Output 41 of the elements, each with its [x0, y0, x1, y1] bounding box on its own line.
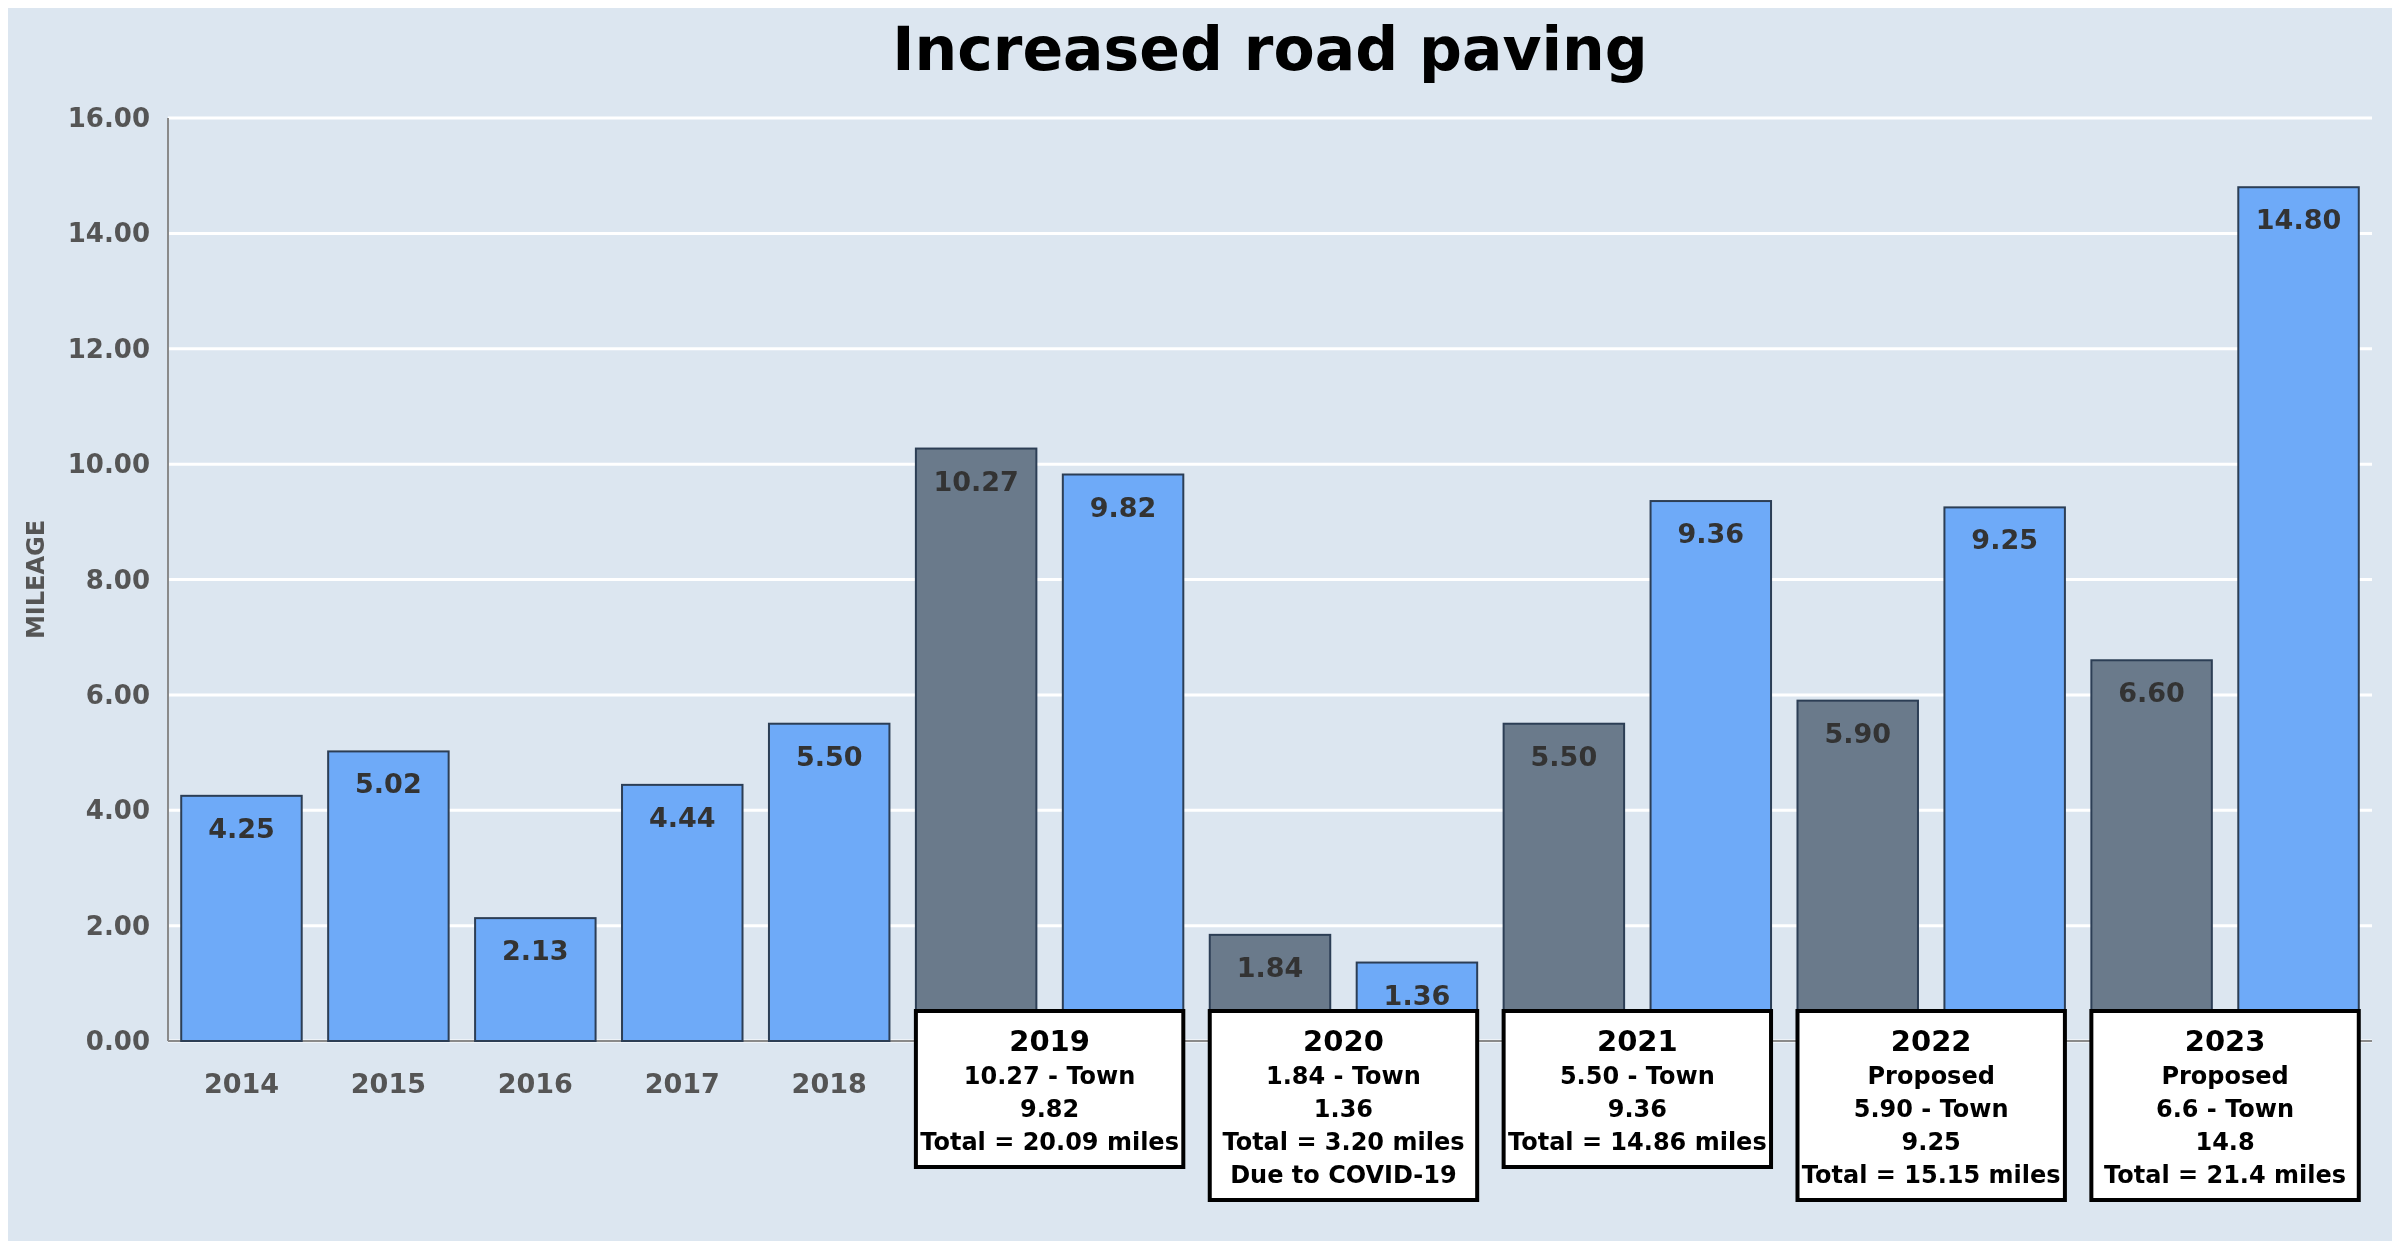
data-label: 9.82: [1089, 491, 1157, 523]
y-tick-label: 10.00: [67, 449, 150, 480]
data-label: 5.90: [1824, 717, 1892, 749]
annotation: 2023 Proposed 6.6 - Town 14.8 Total = 21.4 miles: [2104, 1024, 2347, 1189]
bar: [474, 917, 597, 1042]
x-tick-label: 2018: [791, 1068, 867, 1099]
x-tick-label: 2014: [203, 1068, 280, 1099]
y-tick-label: 8.00: [85, 564, 150, 595]
data-label: 5.02: [355, 768, 422, 800]
y-tick-label: 4.00: [85, 795, 150, 826]
data-label: 9.36: [1677, 518, 1745, 550]
data-label: 4.25: [208, 812, 275, 844]
data-label: 9.25: [1971, 524, 2038, 556]
bar: [327, 750, 450, 1042]
data-label: 2.13: [502, 935, 569, 967]
annotation: 2019 10.27 - Town 9.82 Total = 20.09 miles: [920, 1024, 1179, 1156]
x-tick-label: 2015: [350, 1068, 426, 1099]
y-tick-label: 16.00: [67, 103, 150, 133]
data-label: 5.50: [1530, 740, 1598, 772]
bar: [767, 722, 891, 1042]
y-tick-label: 14.00: [67, 218, 150, 249]
bar: [621, 783, 744, 1042]
bar: [180, 794, 303, 1042]
data-label: 10.27: [933, 465, 1019, 497]
y-tick-label: 6.00: [85, 679, 150, 710]
data-label: 4.44: [648, 801, 716, 833]
y-tick-label: 2.00: [85, 910, 150, 941]
x-tick-label: 2016: [497, 1068, 573, 1099]
data-label: 5.50: [795, 740, 863, 772]
data-label: 6.60: [2118, 677, 2185, 709]
data-label: 1.84: [1236, 951, 1304, 983]
data-label: 1.36: [1383, 979, 1451, 1011]
y-axis-title: MILEAGE: [22, 519, 50, 640]
y-tick-label: 12.00: [67, 333, 150, 364]
annotation: 2022 Proposed 5.90 - Town 9.25 Total = 15.15 miles: [1801, 1024, 2061, 1189]
annotation: 2021 5.50 - Town 9.36 Total = 14.86 miles: [1507, 1024, 1767, 1156]
chart-title: Increased road paving: [892, 14, 1648, 84]
y-tick-label: 0.00: [85, 1026, 150, 1056]
x-tick-label: 2017: [644, 1068, 720, 1099]
annotation: 2020 1.84 - Town 1.36 Total = 3.20 miles Due to COVID-19: [1222, 1024, 1465, 1189]
data-label: 14.80: [2255, 204, 2342, 236]
